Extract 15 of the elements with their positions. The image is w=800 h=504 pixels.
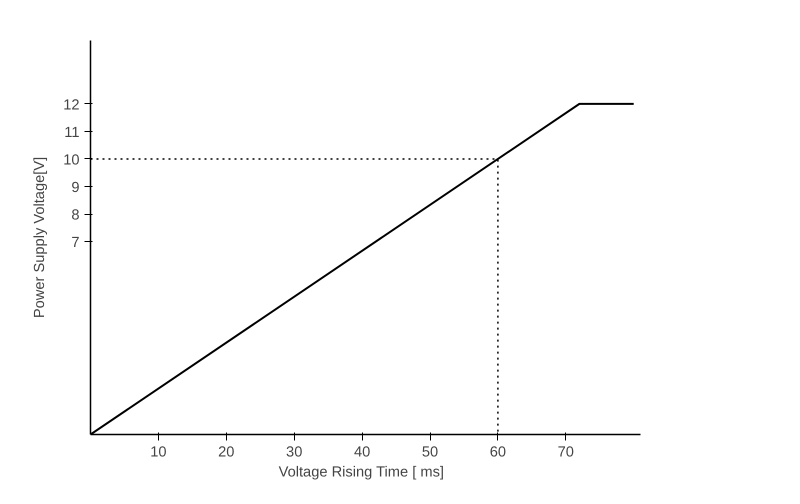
x-tick-label: 50: [422, 444, 438, 460]
y-tick-label: 7: [71, 235, 80, 252]
x-tick-label: 60: [490, 444, 506, 460]
x-axis-title: Voltage Rising Time [ ms]: [278, 464, 444, 480]
x-tick-label: 30: [286, 444, 302, 460]
y-tick-label: 10: [63, 152, 80, 168]
x-tick-label: 70: [558, 444, 574, 460]
y-axis-title: Power Supply Voltage[V]: [32, 156, 48, 318]
y-tick-label: 12: [63, 97, 80, 114]
y-tick-label: 8: [71, 208, 80, 224]
y-tick-label: 11: [64, 124, 80, 141]
x-tick-label: 40: [354, 444, 370, 460]
y-tick-label: 9: [71, 180, 80, 196]
x-tick-label: 20: [218, 444, 234, 460]
x-tick-label: 10: [150, 444, 167, 460]
